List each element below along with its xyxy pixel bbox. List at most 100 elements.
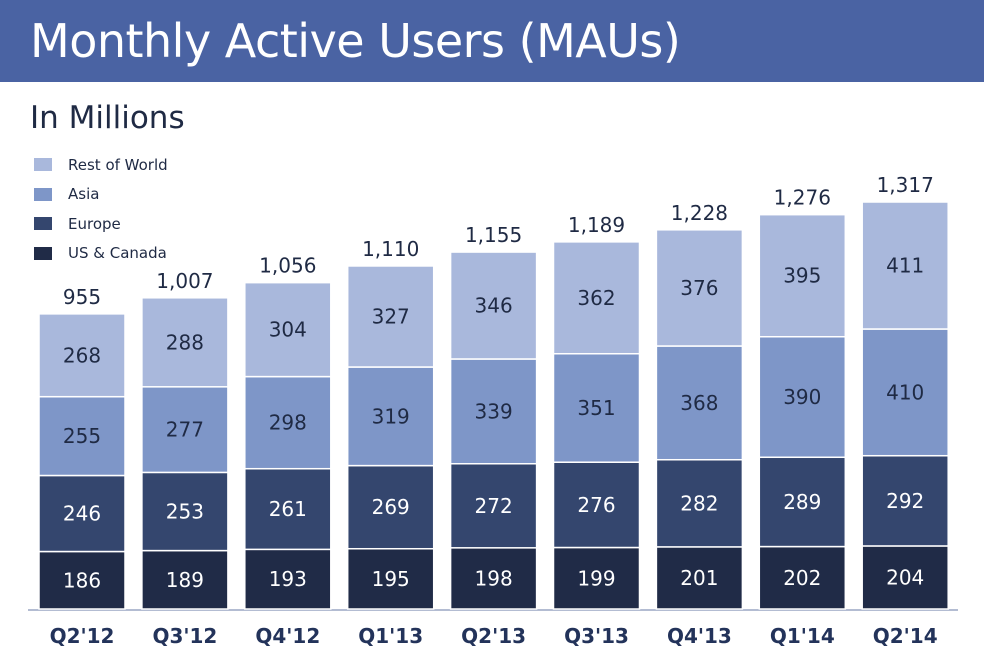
data-label-asia: 368 xyxy=(680,391,718,415)
bar-segment-asia xyxy=(861,328,949,457)
bar-segment-rest-of-world xyxy=(141,297,229,388)
bar-segment-us-canada xyxy=(449,547,538,610)
data-label-rest-of-world: 327 xyxy=(372,304,410,328)
bar-segment-asia xyxy=(38,395,126,477)
data-label-us-canada: 186 xyxy=(63,568,101,592)
bar-segment-europe xyxy=(655,458,744,548)
data-label-rest-of-world: 304 xyxy=(269,318,307,342)
legend-label-rest-of-world: Rest of World xyxy=(68,155,168,174)
chart-legend: Rest of World Asia Europe US & Canada xyxy=(34,150,168,268)
total-label: 1,317 xyxy=(877,173,934,197)
data-label-asia: 319 xyxy=(372,404,410,428)
header-bar: Monthly Active Users (MAUs) xyxy=(0,0,984,82)
data-label-rest-of-world: 395 xyxy=(783,264,821,288)
data-label-us-canada: 204 xyxy=(886,565,924,589)
data-label-us-canada: 193 xyxy=(269,567,307,591)
x-tick-label: Q1'13 xyxy=(358,624,423,648)
x-tick-label: Q4'13 xyxy=(667,624,732,648)
data-label-rest-of-world: 411 xyxy=(886,254,924,278)
data-label-us-canada: 201 xyxy=(680,566,718,590)
total-label: 1,056 xyxy=(259,254,316,278)
bar-segment-rest-of-world xyxy=(449,251,538,360)
data-label-europe: 253 xyxy=(166,499,204,523)
data-label-rest-of-world: 346 xyxy=(475,294,513,318)
bar-segment-rest-of-world xyxy=(38,313,126,398)
bar-segment-us-canada xyxy=(655,546,744,610)
page-title: Monthly Active Users (MAUs) xyxy=(30,14,681,68)
chart-subtitle: In Millions xyxy=(30,100,185,136)
x-tick-label: Q3'12 xyxy=(152,624,217,648)
bar-segment-europe xyxy=(38,474,126,553)
x-tick-label: Q2'14 xyxy=(873,624,938,648)
legend-swatch-europe xyxy=(34,217,52,231)
bar-segment-rest-of-world xyxy=(346,265,435,368)
total-label: 1,228 xyxy=(671,201,728,225)
bar-segment-asia xyxy=(552,352,641,463)
data-label-europe: 289 xyxy=(783,490,821,514)
data-label-asia: 390 xyxy=(783,385,821,409)
data-label-asia: 298 xyxy=(269,411,307,435)
data-label-europe: 272 xyxy=(475,494,513,518)
total-label: 1,007 xyxy=(156,269,213,293)
data-label-europe: 246 xyxy=(63,502,101,526)
data-label-rest-of-world: 362 xyxy=(577,286,615,310)
data-label-us-canada: 202 xyxy=(783,566,821,590)
x-tick-label: Q4'12 xyxy=(255,624,320,648)
data-label-asia: 410 xyxy=(886,380,924,404)
x-tick-label: Q3'13 xyxy=(564,624,629,648)
bar-segment-europe xyxy=(861,454,949,547)
legend-item-rest-of-world: Rest of World xyxy=(34,150,168,180)
bar-segment-asia xyxy=(244,375,332,470)
bar-segment-us-canada xyxy=(346,547,435,610)
x-tick-label: Q2'13 xyxy=(461,624,526,648)
bar-segment-europe xyxy=(552,461,641,549)
bar-segment-rest-of-world xyxy=(552,241,641,355)
data-label-europe: 276 xyxy=(577,493,615,517)
legend-label-europe: Europe xyxy=(68,214,121,233)
bar-segment-europe xyxy=(141,471,229,552)
data-label-europe: 292 xyxy=(886,489,924,513)
bar-segment-asia xyxy=(655,345,744,461)
legend-swatch-us-canada xyxy=(34,246,52,260)
legend-item-europe: Europe xyxy=(34,209,168,239)
data-label-us-canada: 189 xyxy=(166,568,204,592)
bar-segment-europe xyxy=(758,456,847,548)
bar-segment-us-canada xyxy=(758,545,847,610)
bar-segment-rest-of-world xyxy=(758,213,847,338)
bar-segment-us-canada xyxy=(244,548,332,610)
data-label-rest-of-world: 376 xyxy=(680,276,718,300)
bar-segment-rest-of-world xyxy=(244,281,332,378)
bar-segment-us-canada xyxy=(141,549,229,610)
data-label-rest-of-world: 288 xyxy=(166,330,204,354)
data-label-europe: 269 xyxy=(372,495,410,519)
data-label-asia: 277 xyxy=(166,418,204,442)
data-label-us-canada: 199 xyxy=(577,566,615,590)
x-tick-label: Q1'14 xyxy=(770,624,835,648)
data-label-us-canada: 198 xyxy=(475,566,513,590)
legend-swatch-rest-of-world xyxy=(34,158,52,172)
data-label-rest-of-world: 268 xyxy=(63,343,101,367)
bar-segment-rest-of-world xyxy=(655,229,744,347)
total-label: 1,110 xyxy=(362,237,419,261)
legend-item-asia: Asia xyxy=(34,180,168,210)
bar-segment-europe xyxy=(244,467,332,551)
data-label-us-canada: 195 xyxy=(372,567,410,591)
total-label: 955 xyxy=(63,285,101,309)
bar-segment-asia xyxy=(141,386,229,474)
legend-label-us-canada: US & Canada xyxy=(68,244,167,263)
data-label-europe: 261 xyxy=(269,497,307,521)
legend-label-asia: Asia xyxy=(68,185,100,204)
total-label: 1,155 xyxy=(465,223,522,247)
x-tick-label: Q2'12 xyxy=(50,624,115,648)
total-label: 1,189 xyxy=(568,213,625,237)
data-label-asia: 255 xyxy=(63,424,101,448)
data-label-asia: 351 xyxy=(577,396,615,420)
data-label-europe: 282 xyxy=(680,491,718,515)
bar-segment-rest-of-world xyxy=(861,201,949,330)
total-label: 1,276 xyxy=(774,186,831,210)
bar-segment-asia xyxy=(758,335,847,459)
legend-swatch-asia xyxy=(34,187,52,201)
data-label-asia: 339 xyxy=(475,399,513,423)
legend-item-us-canada: US & Canada xyxy=(34,239,168,269)
